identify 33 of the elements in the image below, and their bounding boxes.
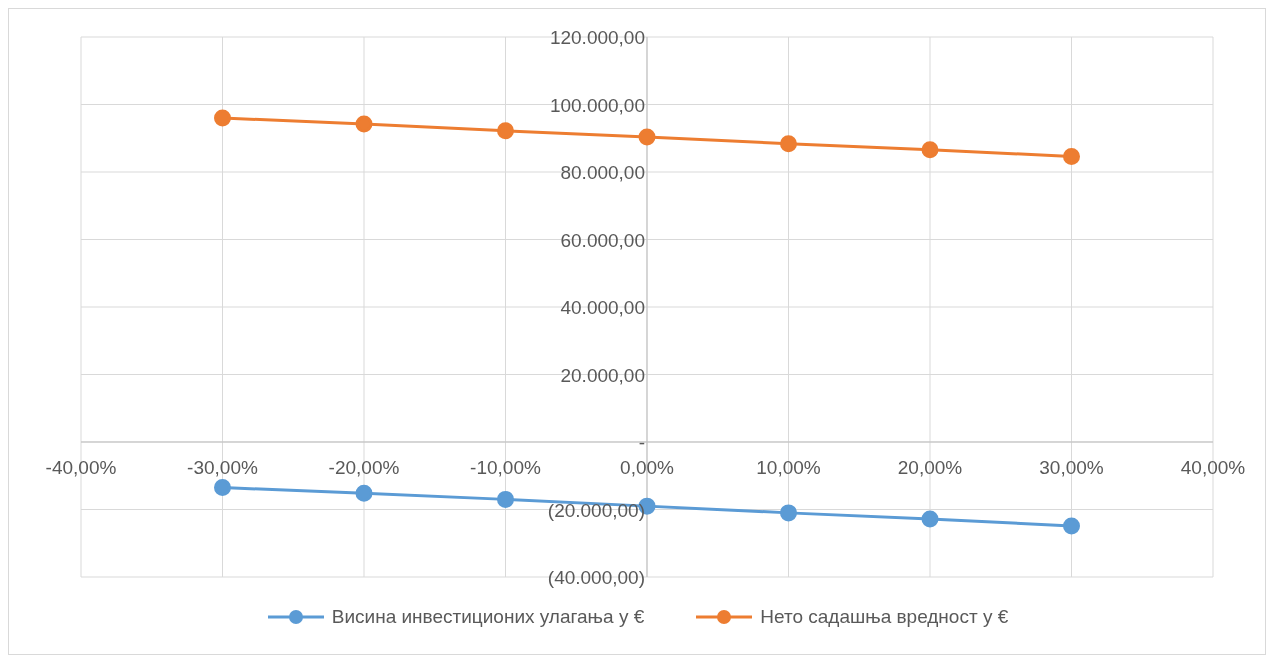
point — [1063, 147, 1080, 165]
x-tick-label: 0,00% — [620, 457, 675, 478]
legend-label: Нето садашња вредност у € — [760, 606, 1009, 628]
point — [355, 484, 373, 502]
point — [780, 504, 797, 522]
x-tick-label: 10,00% — [756, 457, 821, 478]
point — [921, 510, 939, 528]
y-tick-label: 100.000,00 — [549, 94, 645, 116]
point — [1063, 517, 1080, 535]
y-tick-label: (40.000,00) — [547, 567, 645, 588]
y-tick-label: 80.000,00 — [560, 162, 645, 183]
x-tick-label: -10,00% — [470, 457, 541, 478]
x-tick-label: -30,00% — [187, 457, 258, 478]
y-tick-label: 20.000,00 — [560, 364, 645, 386]
point — [638, 128, 656, 146]
y-tick-label: 60.000,00 — [560, 229, 645, 251]
point — [214, 109, 231, 127]
y-tick-label: (20.000,00) — [547, 499, 645, 521]
point — [497, 122, 514, 140]
point — [921, 141, 939, 159]
point — [214, 479, 231, 497]
x-tick-label: 30,00% — [1039, 457, 1104, 478]
legend-label: Висина инвестиционих улагања у € — [331, 606, 645, 628]
point — [497, 490, 514, 508]
y-tick-label: 40.000,00 — [560, 297, 645, 318]
x-tick-label: 40,00% — [1180, 457, 1246, 478]
point — [355, 115, 373, 133]
x-tick-label: -40,00% — [45, 457, 117, 478]
x-tick-label: 20,00% — [897, 457, 963, 478]
x-tick-label: -20,00% — [328, 457, 400, 478]
y-tick-label: 120.000,00 — [549, 27, 645, 48]
y-tick-label: - — [638, 432, 645, 453]
point — [780, 135, 797, 153]
